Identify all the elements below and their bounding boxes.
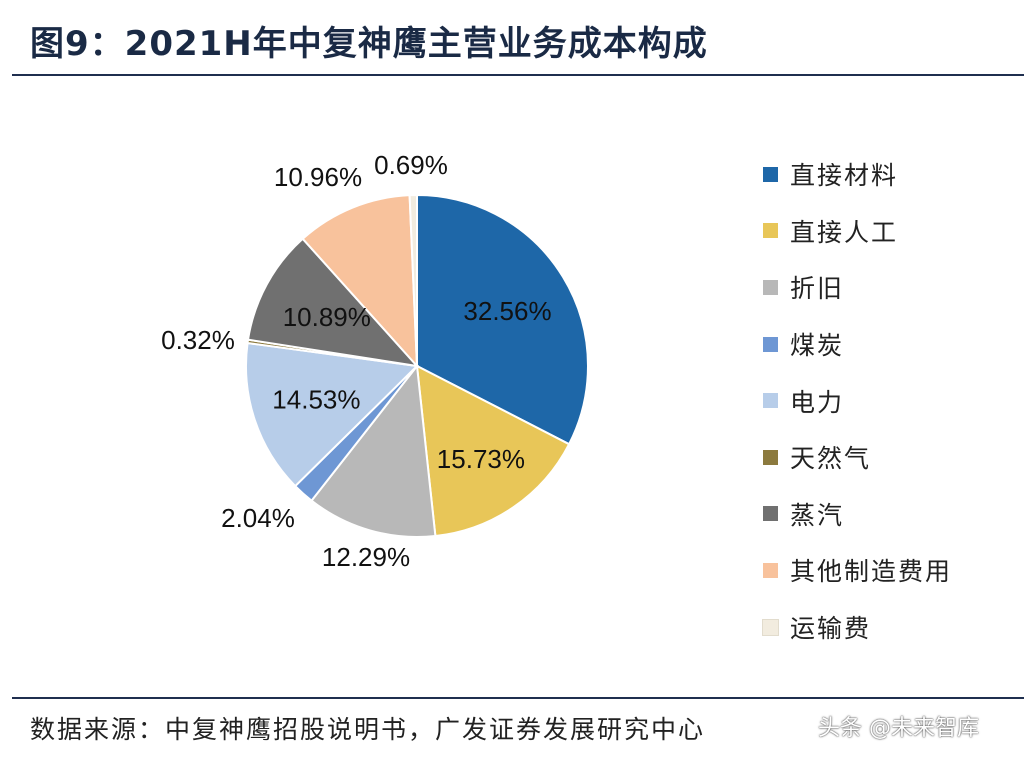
data-label-8: 10.96% [274,162,362,192]
data-label-2: 15.73% [437,444,525,474]
data-label-6: 0.32% [161,325,235,355]
legend-swatch [763,506,778,522]
legend-swatch [763,279,778,295]
chart-legend: 直接材料直接人工折旧煤炭电力天然气蒸汽其他制造费用 运输费 [762,146,952,656]
legend-item-9: 运输费 [762,599,952,656]
legend-label: 煤炭 [790,331,845,361]
legend-swatch [763,223,778,239]
legend-label: 天然气 [790,444,872,474]
legend-label: 其他制造费用 [790,557,953,587]
source-note: 数据来源：中复神鹰招股说明书，广发证券发展研究中心 [30,715,706,744]
legend-swatch [762,618,779,636]
pie-slice-7 [246,237,420,368]
legend-item-5: 电力 [763,372,952,429]
pie-slice-9 [408,193,418,367]
data-label-4: 2.04% [221,503,295,533]
legend-swatch [763,336,778,352]
legend-item-8: 其他制造费用 [763,542,952,599]
pie-chart: 32.56% 15.73% 12.29% 2.04% 14.53% 0.32% 10.89%… [161,150,589,572]
legend-item-6: 天然气 [763,429,952,486]
pie-slices [245,193,589,538]
data-label-9: 0.69% [374,150,448,180]
pie-slice-3 [310,363,437,538]
legend-swatch [763,393,778,409]
pie-slice-8 [301,194,419,369]
legend-label: 折旧 [790,274,845,304]
data-label-7: 10.89% [283,302,371,332]
legend-swatch [763,449,778,465]
data-label-1: 32.56% [463,296,551,326]
legend-label: 直接人工 [790,217,899,247]
legend-label: 蒸汽 [790,500,845,530]
footer-divider [12,697,1024,699]
legend-item-3: 折旧 [763,259,952,316]
data-label-3: 12.29% [322,542,410,572]
watermark: 头条 @未来智库 [818,716,979,741]
legend-item-1: 直接材料 [763,146,952,203]
pie-slice-1 [416,193,589,446]
legend-item-4: 煤炭 [763,316,952,373]
legend-swatch [763,562,778,578]
legend-item-2: 直接人工 [763,203,952,260]
pie-data-labels: 32.56% 15.73% 12.29% 2.04% 14.53% 0.32% 10.89%… [161,150,551,572]
title-divider [12,74,1024,76]
legend-label: 运输费 [790,614,872,644]
legend-label: 电力 [790,387,845,417]
pie-slice-5 [245,341,420,488]
legend-item-7: 蒸汽 [763,486,952,543]
chart-title: 图9：2021H年中复神鹰主营业务成本构成 [30,24,708,64]
pie-slice-2 [415,364,571,538]
legend-label: 直接材料 [790,161,899,191]
legend-swatch [763,166,778,182]
data-label-5: 14.53% [272,385,360,415]
